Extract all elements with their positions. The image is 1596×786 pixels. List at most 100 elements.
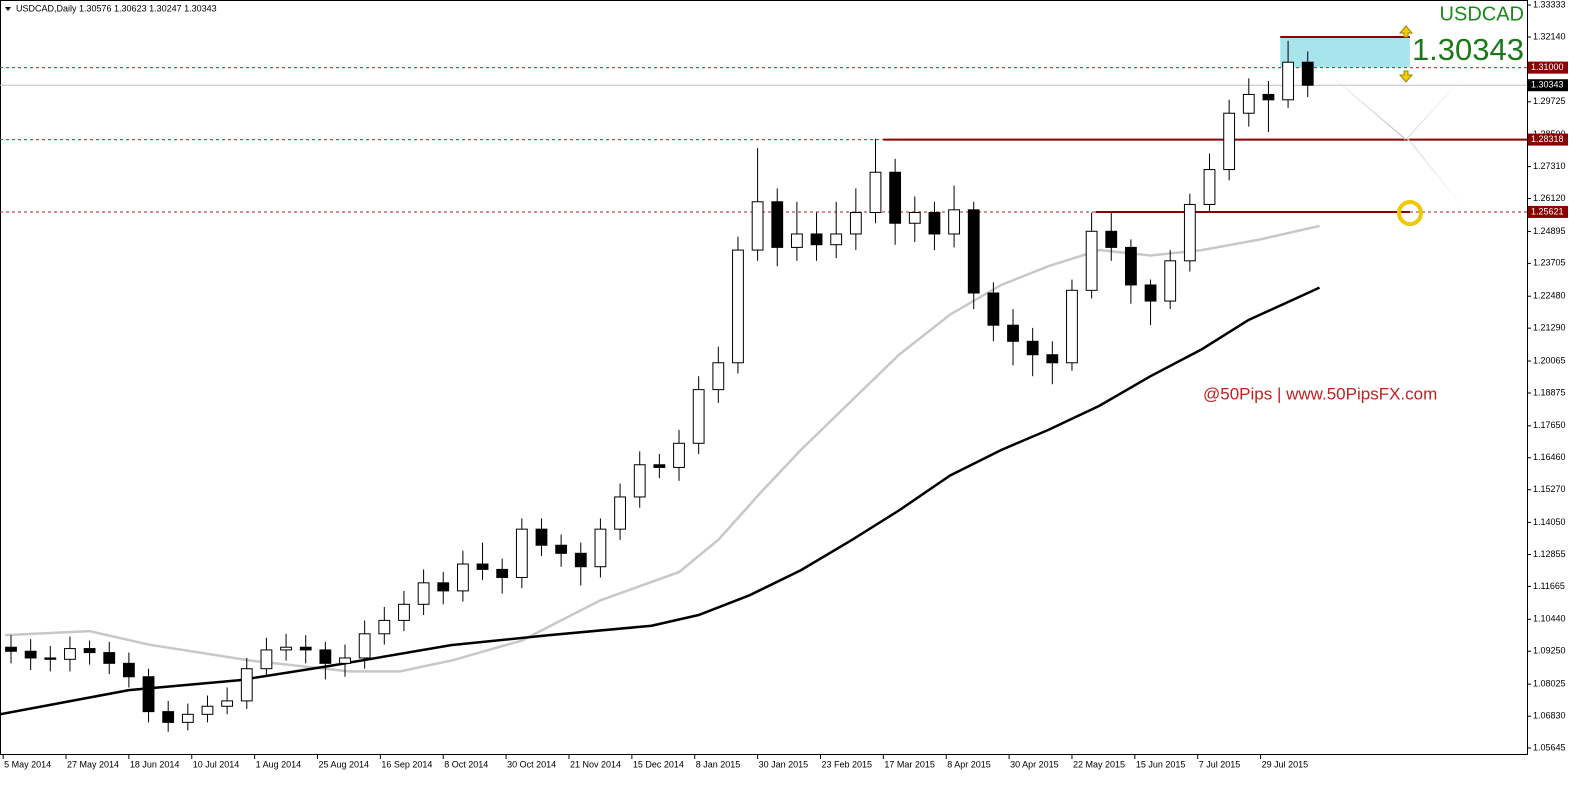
candle-body — [594, 528, 607, 568]
candle-body — [221, 700, 234, 707]
price-axis-label: 1.30343 — [1531, 80, 1564, 90]
x-tick-label: 7 Jul 2015 — [1199, 759, 1241, 769]
candle-body — [771, 201, 784, 248]
candle-body — [948, 209, 960, 235]
candle-body — [299, 646, 312, 651]
down-arrow — [1398, 70, 1414, 83]
candle-body — [967, 209, 980, 294]
y-tick-label: 1.32140 — [1533, 31, 1566, 41]
candle-body — [889, 171, 902, 224]
y-tick-label: 1.10440 — [1533, 614, 1566, 624]
x-tick-label: 27 May 2014 — [67, 759, 119, 769]
candle-body — [260, 649, 273, 670]
y-tick-label: 1.24895 — [1533, 226, 1566, 236]
candle-body — [181, 713, 194, 723]
x-tick-label: 16 Sep 2014 — [381, 759, 432, 769]
y-tick-label: 1.08025 — [1533, 679, 1566, 689]
candle-body — [614, 496, 626, 530]
candle-body — [456, 563, 469, 592]
candle-body — [162, 711, 175, 723]
level-label: 1.25621 — [1531, 206, 1564, 216]
candle-body — [830, 233, 843, 246]
x-tick-label: 30 Apr 2015 — [1010, 759, 1059, 769]
y-tick-label: 1.23705 — [1533, 258, 1566, 268]
y-tick-label: 1.09250 — [1533, 646, 1566, 656]
candle-body — [535, 528, 548, 546]
candle-body — [1223, 112, 1236, 171]
candle-body — [437, 582, 450, 592]
chart-header: USDCAD,Daily 1.30576 1.30623 1.30247 1.3… — [16, 3, 217, 13]
candle-body — [1085, 230, 1098, 291]
candle-body — [653, 464, 666, 468]
candle-body — [476, 563, 489, 570]
candle-body — [555, 544, 568, 554]
candle-body — [751, 201, 764, 251]
candle-body — [1203, 169, 1216, 205]
y-tick-label: 1.33333 — [1533, 0, 1566, 9]
candle-body — [692, 389, 705, 444]
x-tick-label: 30 Oct 2014 — [507, 759, 556, 769]
x-tick-label: 23 Feb 2015 — [821, 759, 872, 769]
level-label: 1.31000 — [1531, 62, 1564, 72]
candle-body — [1144, 284, 1157, 302]
level-label-box — [1528, 205, 1568, 218]
candle-body — [5, 646, 17, 652]
x-tick-label: 1 Aug 2014 — [256, 759, 302, 769]
candle-body — [1282, 61, 1294, 101]
candle-body — [358, 633, 371, 659]
price-label-box — [1528, 79, 1568, 92]
y-tick-label: 1.20065 — [1533, 355, 1566, 365]
candle-body — [1183, 203, 1196, 262]
candle-body — [732, 249, 744, 364]
price-label: 1.30343 — [1412, 32, 1524, 67]
x-tick-label: 21 Nov 2014 — [570, 759, 621, 769]
y-tick-label: 1.11665 — [1533, 581, 1565, 591]
zone — [1280, 37, 1410, 68]
x-tick-label: 5 May 2014 — [4, 759, 51, 769]
candle-body — [122, 662, 135, 678]
candle-body — [83, 648, 96, 654]
x-tick-label: 8 Jan 2015 — [696, 759, 741, 769]
x-tick-label: 8 Apr 2015 — [947, 759, 991, 769]
candle-body — [280, 646, 292, 651]
y-tick-label: 1.27310 — [1533, 161, 1566, 171]
candle-body — [240, 668, 253, 702]
candle-body — [417, 582, 430, 605]
y-tick-label: 1.15270 — [1533, 484, 1566, 494]
candle-body — [1105, 230, 1118, 248]
menu-triangle — [5, 7, 11, 11]
target-circle — [1397, 200, 1423, 226]
plot-frame — [0, 0, 1528, 755]
symbol-label: USDCAD — [1440, 3, 1524, 25]
level-label-box — [1528, 133, 1568, 146]
candle-body — [515, 528, 528, 578]
candle-body — [64, 648, 76, 660]
y-tick-label: 1.17650 — [1533, 420, 1566, 430]
candle-body — [103, 652, 116, 664]
candle-body — [928, 212, 941, 235]
x-tick-label: 8 Oct 2014 — [444, 759, 488, 769]
x-tick-label: 10 Jul 2014 — [193, 759, 240, 769]
y-tick-label: 1.29725 — [1533, 96, 1566, 106]
y-tick-label: 1.26120 — [1533, 193, 1566, 203]
x-tick-label: 15 Jun 2015 — [1136, 759, 1186, 769]
candle-body — [1066, 289, 1078, 364]
x-tick-label: 29 Jul 2015 — [1262, 759, 1309, 769]
candle-body — [810, 233, 823, 246]
candle-body — [24, 650, 37, 659]
candle-body — [1125, 246, 1137, 286]
watermark: @50Pips | www.50PipsFX.com — [1203, 384, 1437, 403]
candle-body — [1026, 340, 1039, 356]
y-tick-label: 1.05645 — [1533, 742, 1566, 752]
candle-body — [1242, 93, 1255, 114]
candle-body — [869, 171, 882, 214]
candle-body — [673, 442, 685, 468]
candle-body — [790, 233, 803, 248]
x-tick-label: 15 Dec 2014 — [633, 759, 684, 769]
y-tick-label: 1.22480 — [1533, 291, 1566, 301]
x-tick-label: 18 Jun 2014 — [130, 759, 180, 769]
candle-body — [574, 552, 587, 568]
level-label: 1.28318 — [1531, 134, 1564, 144]
y-tick-label: 1.12855 — [1533, 549, 1566, 559]
